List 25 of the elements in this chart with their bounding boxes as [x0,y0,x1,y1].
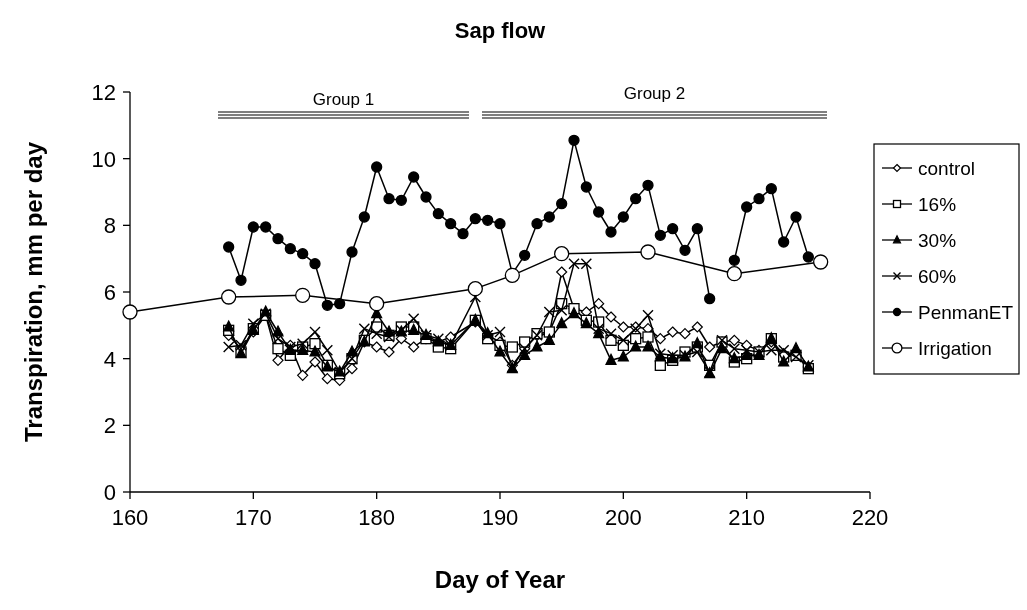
legend-label: Irrigation [918,338,992,359]
x-tick-label: 160 [111,505,149,530]
annotation: Group 2 [623,84,686,103]
y-tick-label: 12 [91,80,116,105]
x-tick-label: 190 [481,505,519,530]
y-axis-title: Transpiration, mm per day [20,141,47,443]
annotation: Group 1 [312,90,375,109]
legend-label: control [918,158,976,179]
x-tick-label: 170 [234,505,272,530]
y-tick-label: 6 [103,280,116,305]
x-axis-title: Day of Year [434,566,566,593]
legend-label: 16% [918,194,957,215]
y-tick-label: 8 [103,213,116,239]
x-tick-label: 220 [851,505,889,530]
y-tick-label: 2 [103,413,116,439]
x-tick-label: 180 [358,505,396,530]
y-tick-label: 0 [103,480,116,505]
y-tick-label: 4 [103,346,116,372]
legend-label: PenmanET [918,302,1014,323]
legend-label: 30% [918,230,957,251]
x-tick-label: 210 [728,505,766,530]
chart-title: Sap flow [454,18,547,43]
y-tick-label: 10 [91,146,116,172]
legend-label: 60% [918,266,957,287]
x-tick-label: 200 [604,505,642,530]
